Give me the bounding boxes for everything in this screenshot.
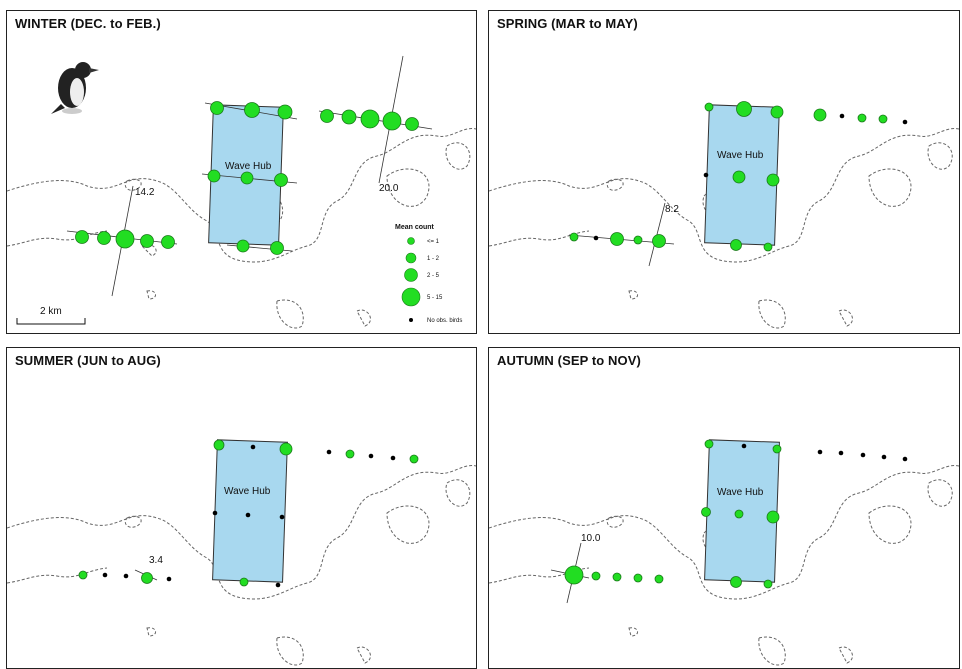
legend-no-obs-label: No obs. birds xyxy=(427,318,462,324)
panel-summer: SUMMER (JUN to AUG) Wave Hub xyxy=(6,347,477,669)
survey-points xyxy=(569,101,888,252)
razorbill-bird-icon xyxy=(51,62,99,114)
wave-hub-area xyxy=(212,439,288,583)
hub-label: Wave Hub xyxy=(225,161,272,172)
spring-map: Wave Hub 8.2 xyxy=(489,101,959,329)
autumn-map: Wave Hub 10.0 xyxy=(489,439,959,666)
panel-title: SUMMER (JUN to AUG) xyxy=(15,353,161,368)
survey-points xyxy=(75,101,419,255)
legend-class-label: 2 - 5 xyxy=(427,273,440,279)
legend-class-label: 5 - 15 xyxy=(427,295,443,301)
panel-spring: SPRING (MAR to MAY) Wave Hub xyxy=(488,10,960,334)
legend: Mean count <= 1 1 - 2 2 - 5 5 - 15 No ob… xyxy=(395,224,462,324)
hub-label: Wave Hub xyxy=(717,150,764,161)
panel-title: WINTER (DEC. to FEB.) xyxy=(15,16,161,31)
panel-title: SPRING (MAR to MAY) xyxy=(497,16,638,31)
annotation-value: 3.4 xyxy=(149,555,163,566)
no-observation-points xyxy=(593,113,908,241)
scale-bar: 2 km xyxy=(16,306,86,325)
legend-class-label: 1 - 2 xyxy=(427,256,440,262)
no-observation-points xyxy=(741,443,908,462)
annotation-value: 20.0 xyxy=(379,183,399,194)
winter-map: Wave Hub xyxy=(7,55,476,329)
annotation-value: 8.2 xyxy=(665,204,679,215)
annotation-value: 14.2 xyxy=(135,187,155,198)
hub-label: Wave Hub xyxy=(224,486,271,497)
summer-map: Wave Hub 3.4 xyxy=(7,439,476,666)
survey-points xyxy=(564,439,782,589)
legend-class-label: <= 1 xyxy=(427,239,440,245)
hub-label: Wave Hub xyxy=(717,487,764,498)
panel-autumn: AUTUMN (SEP to NOV) Wave Hub xyxy=(488,347,960,669)
panel-title: AUTUMN (SEP to NOV) xyxy=(497,353,641,368)
survey-points xyxy=(78,439,419,587)
panel-winter: WINTER (DEC. to FEB.) Wave Hub xyxy=(6,10,477,334)
scale-bar-label: 2 km xyxy=(40,306,62,317)
no-observation-points xyxy=(102,444,396,588)
legend-title: Mean count xyxy=(395,224,435,231)
annotation-value: 10.0 xyxy=(581,533,601,544)
